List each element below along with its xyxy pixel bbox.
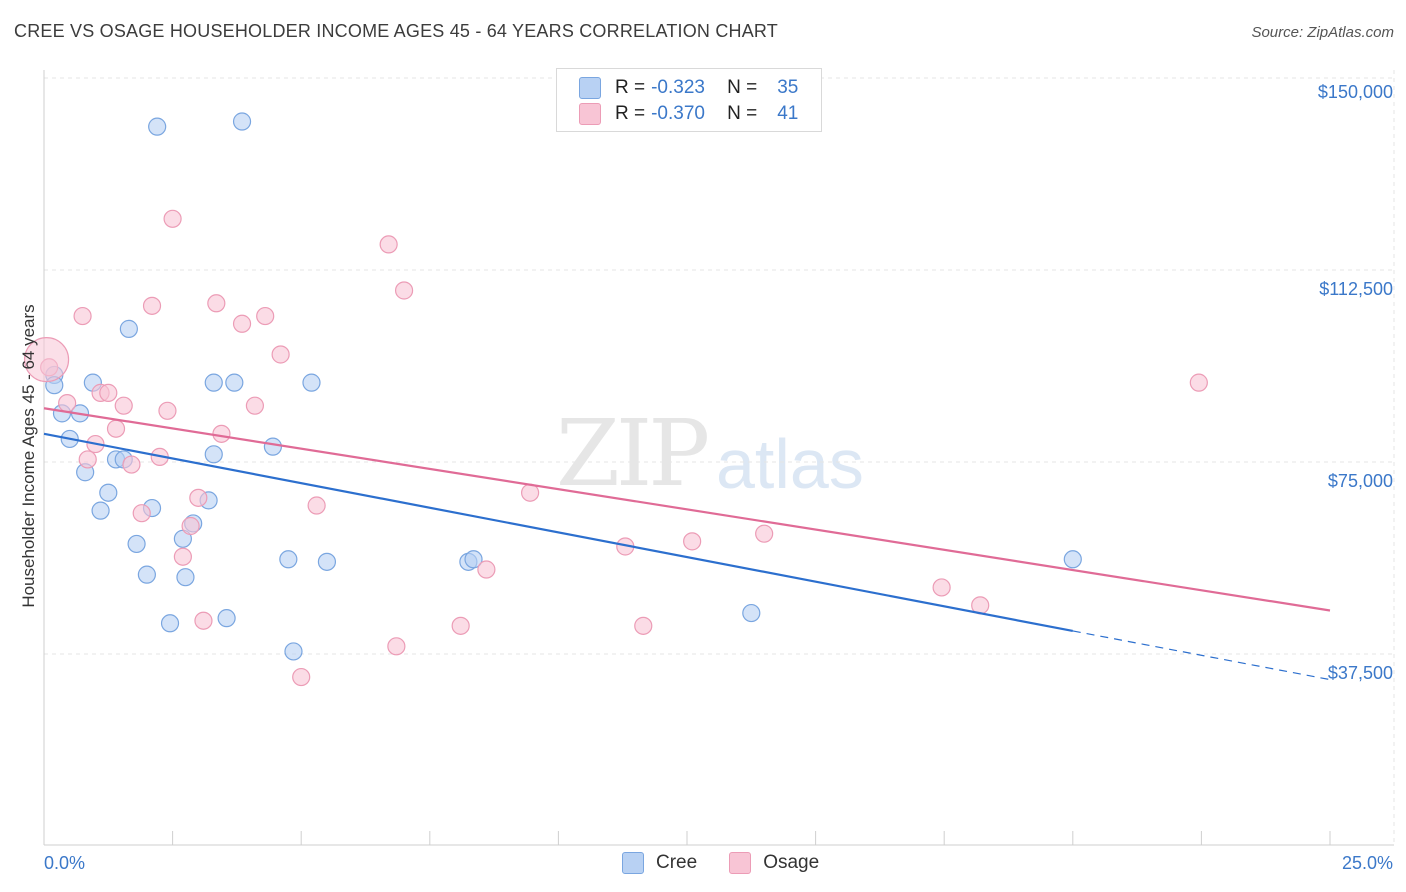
- cree-point: [204, 445, 223, 464]
- legend-row-osage: R = -0.370 N = 41: [579, 102, 798, 126]
- osage-point: [207, 294, 226, 313]
- legend-item-cree[interactable]: Cree: [622, 852, 697, 874]
- y-axis-label: Householder Income Ages 45 - 64 years: [19, 304, 38, 607]
- osage-point: [634, 616, 653, 635]
- osage-point: [194, 611, 213, 630]
- legend-n-label: N =: [727, 103, 758, 124]
- osage-point: [387, 637, 406, 656]
- osage-point: [132, 504, 151, 523]
- source-credit: Source: ZipAtlas.com: [1251, 24, 1394, 41]
- osage-point: [271, 345, 290, 364]
- cree-point: [204, 373, 223, 392]
- x-tick-label: 25.0%: [1342, 853, 1393, 873]
- cree-point: [279, 550, 298, 569]
- data-points: [23, 112, 1208, 687]
- osage-point: [451, 616, 470, 635]
- cree-point: [119, 319, 138, 338]
- cree-point: [176, 568, 195, 587]
- cree-point: [91, 501, 110, 520]
- osage-point: [163, 209, 182, 228]
- osage-point: [78, 450, 97, 469]
- osage-point: [379, 235, 398, 254]
- osage-point: [23, 337, 70, 383]
- y-tick-label: $112,500: [1319, 279, 1393, 299]
- legend-item-osage[interactable]: Osage: [729, 852, 819, 874]
- legend-r-value: -0.370: [651, 103, 705, 124]
- osage-point: [232, 314, 252, 333]
- osage-point: [477, 560, 496, 579]
- cree-point: [137, 565, 156, 584]
- gridlines: [44, 70, 1395, 845]
- cree-trend-line: [43, 432, 1074, 633]
- watermark-atlas: atlas: [716, 425, 864, 503]
- legend-label-cree: Cree: [656, 852, 698, 873]
- y-tick-label: $150,000: [1318, 82, 1393, 102]
- osage-point: [1189, 373, 1208, 392]
- watermark-zip: ZIP: [556, 400, 710, 507]
- osage-swatch: [729, 852, 752, 874]
- osage-point: [292, 667, 311, 687]
- legend-n-value: 41: [777, 103, 799, 124]
- series-legend: Cree Osage: [622, 852, 851, 874]
- cree-point: [742, 603, 761, 623]
- cree-point: [284, 642, 303, 661]
- axes: [43, 70, 1394, 846]
- osage-trend-line: [43, 407, 1331, 612]
- osage-point: [932, 578, 951, 597]
- cree-point: [302, 373, 321, 392]
- osage-point: [142, 296, 162, 315]
- cree-point: [99, 483, 118, 502]
- osage-point: [212, 424, 231, 443]
- osage-point: [683, 532, 702, 551]
- osage-point: [521, 483, 540, 502]
- osage-point: [99, 383, 118, 402]
- trend-lines: [43, 407, 1331, 681]
- chart-title: CREE VS OSAGE HOUSEHOLDER INCOME AGES 45…: [14, 21, 778, 41]
- cree-point: [127, 534, 146, 554]
- correlation-legend: R = -0.323 N = 35 R = -0.370 N = 41: [556, 68, 822, 132]
- cree-point: [1063, 550, 1082, 569]
- osage-point: [106, 419, 126, 438]
- legend-r-label: R =: [615, 103, 646, 124]
- osage-point: [73, 306, 92, 326]
- cree-point: [148, 117, 167, 136]
- legend-r-label: R =: [615, 77, 646, 98]
- osage-point: [114, 396, 133, 415]
- tick-labels: $37,500 $75,000 $112,500 $150,000 0.0% 25.0%: [44, 82, 1393, 873]
- cree-point: [263, 437, 283, 456]
- y-tick-label: $75,000: [1328, 471, 1393, 491]
- osage-point: [58, 394, 77, 413]
- cree-swatch: [622, 852, 644, 874]
- legend-r-value: -0.323: [651, 77, 705, 98]
- cree-point: [225, 373, 244, 392]
- osage-point: [256, 306, 275, 326]
- osage-point: [755, 524, 774, 543]
- legend-n-label: N =: [727, 77, 758, 98]
- y-tick-label: $37,500: [1328, 663, 1393, 683]
- x-tick-label: 0.0%: [44, 853, 85, 873]
- osage-swatch: [579, 103, 601, 125]
- osage-point: [158, 401, 177, 420]
- legend-row-cree: R = -0.323 N = 35: [579, 76, 798, 100]
- cree-point: [160, 614, 180, 633]
- osage-point: [189, 488, 208, 507]
- cree-point: [217, 609, 236, 628]
- osage-point: [181, 516, 200, 536]
- cree-point: [232, 112, 252, 131]
- osage-point: [307, 496, 326, 515]
- legend-n-value: 35: [777, 77, 799, 98]
- osage-point: [122, 455, 141, 474]
- cree-point: [317, 552, 337, 571]
- osage-point: [394, 281, 414, 300]
- cree-point: [464, 550, 483, 569]
- osage-point: [173, 547, 192, 566]
- cree-trend-extension: [1072, 630, 1331, 681]
- cree-swatch: [579, 77, 601, 99]
- osage-point: [245, 396, 265, 415]
- legend-label-osage: Osage: [763, 852, 820, 873]
